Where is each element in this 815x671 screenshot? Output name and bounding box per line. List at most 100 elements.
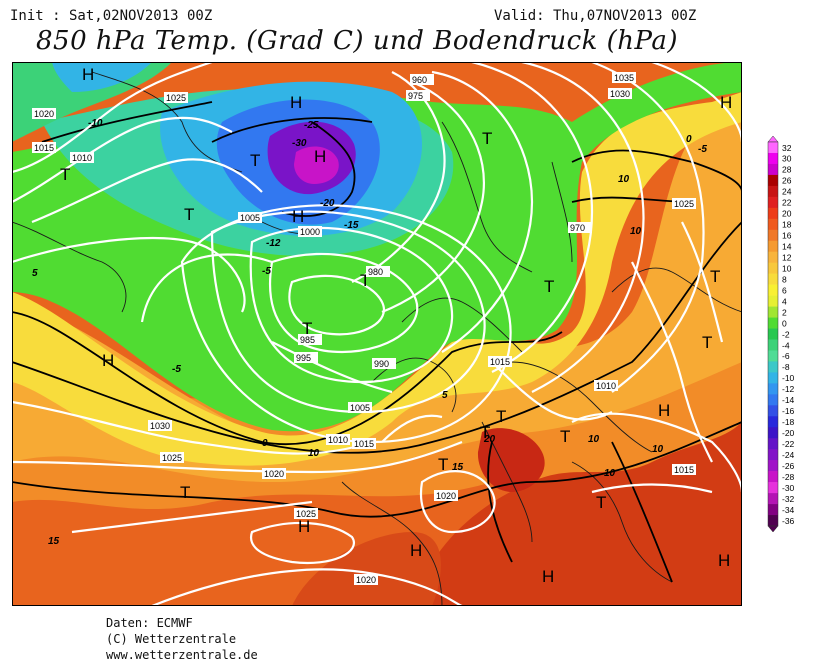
isobar-label: 975 — [406, 90, 430, 101]
high-label: H — [290, 93, 302, 112]
svg-text:1020: 1020 — [436, 491, 456, 501]
legend-swatch — [768, 317, 778, 329]
isotherm-labels: -30 -25 -20 -15 -12 -10 -5 0 5 10 15 20 … — [32, 118, 707, 547]
svg-text:1020: 1020 — [264, 469, 284, 479]
low-label: T — [480, 423, 490, 442]
isobar-label: 1010 — [70, 152, 94, 163]
legend-label: -36 — [782, 516, 795, 526]
svg-text:990: 990 — [374, 359, 389, 369]
temperature-legend: 32 30 28 26 24 22 20 18 16 14 12 10 8 6 4 2 0 -2 -4 -6 -8 -10… — [764, 135, 814, 536]
isotherm-label: 10 — [604, 468, 616, 479]
legend-label: 20 — [782, 209, 792, 219]
svg-text:1015: 1015 — [490, 357, 510, 367]
isotherm-label: -5 — [172, 364, 181, 375]
svg-text:1020: 1020 — [34, 109, 54, 119]
svg-text:995: 995 — [296, 353, 311, 363]
isobar-labels: 1035 1030 1025 1020 1015 1010 1005 1000 … — [32, 72, 696, 585]
svg-text:970: 970 — [570, 223, 585, 233]
legend-swatch — [768, 339, 778, 351]
svg-text:960: 960 — [412, 75, 427, 85]
low-label: T — [496, 407, 506, 426]
isobar-label: 1020 — [434, 490, 458, 501]
legend-label: -2 — [782, 329, 790, 339]
isobar-label: 1025 — [672, 198, 696, 209]
isotherms — [12, 101, 742, 583]
high-label: H — [658, 401, 670, 420]
low-label: T — [60, 165, 70, 184]
legend-swatch — [768, 460, 778, 472]
legend-label: -10 — [782, 373, 795, 383]
isotherm-label: -10 — [88, 118, 103, 129]
legend-swatch — [768, 515, 778, 527]
legend-label: 26 — [782, 176, 792, 186]
legend-swatch — [768, 229, 778, 242]
isotherm-label: 15 — [48, 536, 60, 547]
isotherm-label: -5 — [262, 266, 271, 277]
legend-label: 0 — [782, 318, 787, 328]
high-label: H — [314, 147, 326, 166]
svg-text:1015: 1015 — [354, 439, 374, 449]
isobar-label: 1030 — [148, 420, 172, 431]
legend-swatch — [768, 438, 778, 450]
isobar-label: 1020 — [354, 574, 378, 585]
isobar-label: 990 — [372, 358, 396, 369]
legend-swatch — [768, 240, 778, 253]
svg-text:1030: 1030 — [610, 89, 630, 99]
isotherm-label: 10 — [618, 174, 630, 185]
isotherm-label: -25 — [304, 120, 319, 131]
temp-field-nw-cyan — [52, 62, 152, 92]
legend-label: -16 — [782, 406, 795, 416]
legend-label: -34 — [782, 505, 795, 515]
legend-label: -8 — [782, 362, 790, 372]
isobar-label: 980 — [366, 266, 390, 277]
legend-label: 28 — [782, 165, 792, 175]
isobar-label: 1005 — [348, 402, 372, 413]
legend-swatch — [768, 196, 778, 209]
isotherm-label: 5 — [32, 268, 38, 279]
isobar-label: 1015 — [32, 142, 56, 153]
isobar-label: 1025 — [294, 508, 318, 519]
legend-swatch — [768, 361, 778, 373]
legend-label: 10 — [782, 263, 792, 273]
legend-swatch — [768, 372, 778, 384]
legend-swatch — [768, 306, 778, 318]
temp-field-light-orange — [12, 102, 742, 482]
svg-text:1010: 1010 — [328, 435, 348, 445]
legend-swatch — [768, 185, 778, 198]
svg-text:1010: 1010 — [72, 153, 92, 163]
footer-data-source: Daten: ECMWF — [106, 616, 193, 630]
isotherm-label: -5 — [698, 144, 707, 155]
svg-text:1025: 1025 — [166, 93, 186, 103]
legend-swatch — [768, 142, 778, 154]
legend-label: 12 — [782, 252, 792, 262]
legend-swatch — [768, 482, 778, 494]
isotherm-label: 10 — [588, 434, 600, 445]
isotherm-label: 10 — [630, 226, 642, 237]
legend-label: 32 — [782, 143, 792, 153]
svg-text:1015: 1015 — [674, 465, 694, 475]
svg-text:975: 975 — [408, 91, 423, 101]
legend-swatch — [768, 427, 778, 439]
svg-text:1000: 1000 — [300, 227, 320, 237]
valid-time: Valid: Thu,07NOV2013 00Z — [494, 8, 697, 24]
coastlines — [12, 71, 742, 606]
temp-field-yellow — [12, 92, 742, 466]
svg-text:980: 980 — [368, 267, 383, 277]
low-label: T — [180, 483, 190, 502]
svg-text:1010: 1010 — [596, 381, 616, 391]
legend-label: 16 — [782, 231, 792, 241]
isobar-label: 1015 — [352, 438, 376, 449]
legend-label: 18 — [782, 220, 792, 230]
temp-field-south-red — [412, 422, 742, 606]
legend-swatch — [768, 273, 778, 285]
legend-label: -18 — [782, 417, 795, 427]
legend-swatch — [768, 328, 778, 340]
legend-label: -20 — [782, 428, 795, 438]
isobar-label: 1020 — [32, 108, 56, 119]
isobar-label: 1015 — [488, 356, 512, 367]
legend-label: -24 — [782, 450, 795, 460]
high-label: H — [542, 567, 554, 586]
svg-text:1015: 1015 — [34, 143, 54, 153]
low-label: T — [544, 277, 554, 296]
isotherm-label: -12 — [266, 238, 281, 249]
